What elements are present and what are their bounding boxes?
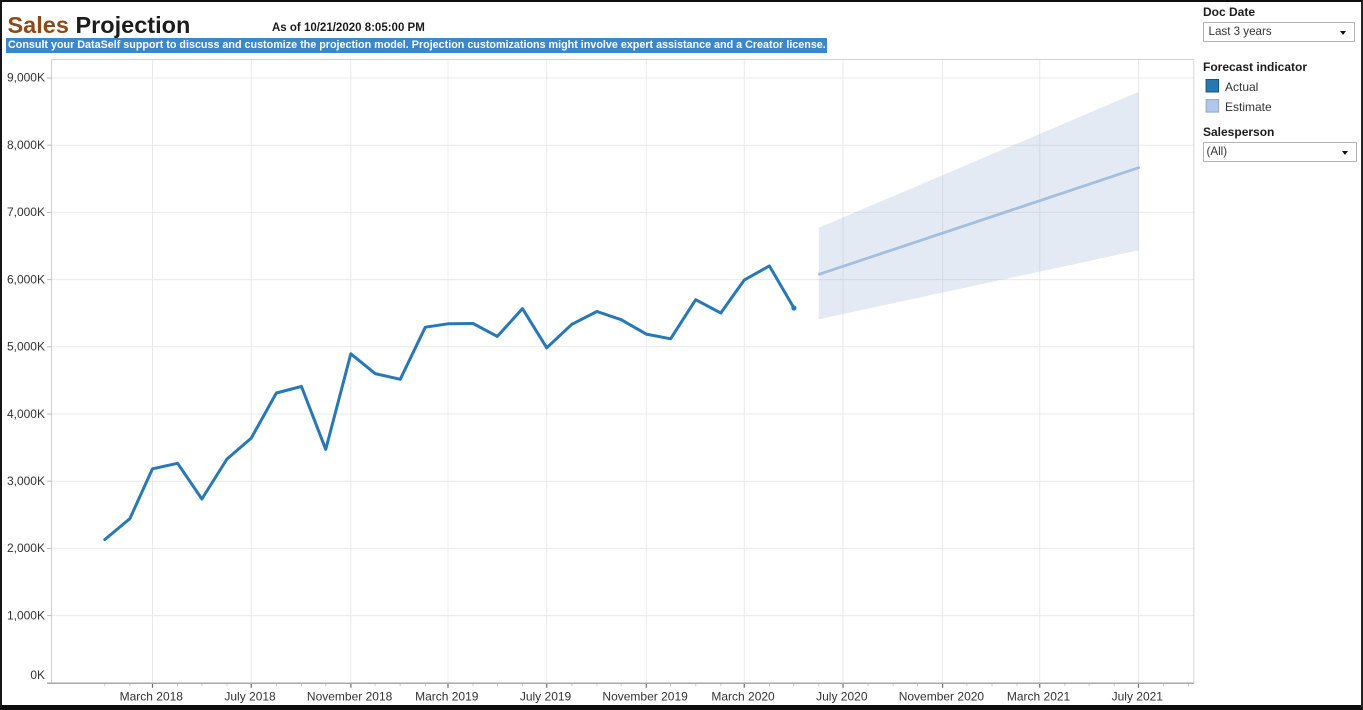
svg-text:November 2018: November 2018 bbox=[307, 690, 393, 704]
svg-text:March 2018: March 2018 bbox=[120, 690, 184, 704]
svg-text:July 2020: July 2020 bbox=[816, 690, 868, 704]
svg-text:3,000K: 3,000K bbox=[7, 474, 45, 488]
svg-text:July 2021: July 2021 bbox=[1112, 690, 1164, 704]
svg-text:1,000K: 1,000K bbox=[7, 608, 45, 622]
svg-text:9,000K: 9,000K bbox=[7, 71, 45, 85]
svg-text:5,000K: 5,000K bbox=[7, 340, 45, 354]
svg-text:6,000K: 6,000K bbox=[7, 272, 45, 286]
svg-text:March 2019: March 2019 bbox=[415, 690, 479, 704]
svg-text:8,000K: 8,000K bbox=[7, 138, 45, 152]
svg-text:November 2020: November 2020 bbox=[899, 690, 985, 704]
svg-text:November 2019: November 2019 bbox=[602, 690, 688, 704]
svg-text:July 2019: July 2019 bbox=[520, 690, 572, 704]
svg-text:7,000K: 7,000K bbox=[7, 205, 45, 219]
svg-text:4,000K: 4,000K bbox=[7, 407, 45, 421]
svg-text:2,000K: 2,000K bbox=[7, 541, 45, 555]
svg-text:March 2021: March 2021 bbox=[1007, 690, 1071, 704]
svg-text:March 2020: March 2020 bbox=[711, 690, 775, 704]
svg-text:July 2018: July 2018 bbox=[224, 690, 276, 704]
svg-text:0K: 0K bbox=[30, 668, 45, 682]
